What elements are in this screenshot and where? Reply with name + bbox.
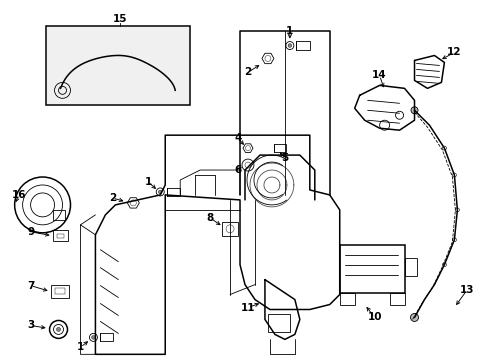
Text: 1: 1 xyxy=(144,177,152,187)
Text: 3: 3 xyxy=(27,320,34,330)
Bar xyxy=(389,293,404,305)
Bar xyxy=(166,188,179,196)
Text: 4: 4 xyxy=(234,133,241,143)
Text: 14: 14 xyxy=(371,71,386,80)
Bar xyxy=(52,230,67,241)
Bar xyxy=(55,288,64,293)
Text: 7: 7 xyxy=(27,280,34,291)
Bar xyxy=(339,245,404,293)
Circle shape xyxy=(410,314,418,321)
Bar xyxy=(295,41,309,50)
Bar xyxy=(222,222,238,236)
Bar xyxy=(267,315,289,332)
Bar xyxy=(100,333,113,341)
Text: 8: 8 xyxy=(206,213,213,223)
Bar xyxy=(404,258,416,276)
Text: 11: 11 xyxy=(240,302,255,312)
Text: 16: 16 xyxy=(11,190,26,200)
Text: 6: 6 xyxy=(234,165,241,175)
Text: 10: 10 xyxy=(366,312,381,323)
Text: 12: 12 xyxy=(446,48,461,58)
Bar xyxy=(45,26,190,105)
Bar xyxy=(50,285,68,298)
Text: 13: 13 xyxy=(459,284,474,294)
Text: 1: 1 xyxy=(285,26,293,36)
Circle shape xyxy=(410,107,417,114)
Bar xyxy=(339,293,354,305)
Text: 15: 15 xyxy=(113,14,127,24)
Text: 1: 1 xyxy=(77,342,84,352)
Circle shape xyxy=(158,190,162,194)
Bar xyxy=(52,210,64,220)
Text: 2: 2 xyxy=(244,67,251,77)
Bar xyxy=(57,234,63,238)
Bar xyxy=(46,27,189,104)
Circle shape xyxy=(287,44,291,47)
Circle shape xyxy=(91,336,95,339)
Text: 2: 2 xyxy=(108,193,116,203)
Bar xyxy=(273,144,285,152)
Text: 9: 9 xyxy=(27,227,34,237)
Circle shape xyxy=(57,328,61,332)
Text: 5: 5 xyxy=(281,153,288,163)
